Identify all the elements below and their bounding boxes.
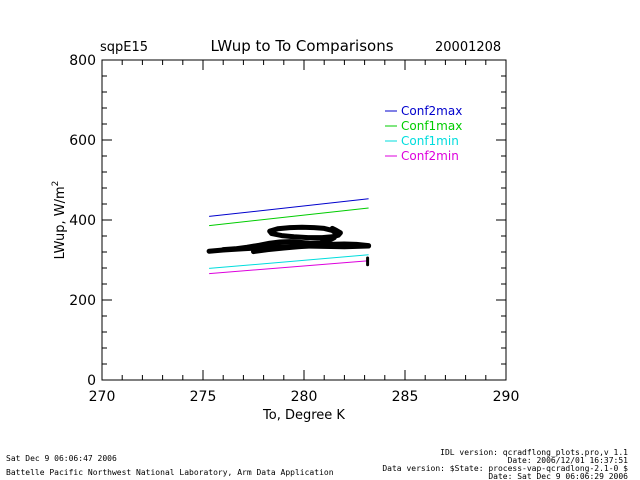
y-tick-label: 800 [69,53,96,69]
footer-timestamp: Sat Dec 9 06:06:47 2006 [6,454,117,463]
y-tick-label: 600 [69,133,96,149]
chart-title: LWup to To Comparisons [210,37,393,55]
observations-group [206,224,372,267]
site-label: sqpE15 [100,40,148,55]
footer-lab: Battelle Pacific Northwest National Labo… [6,468,334,477]
x-tick-label: 280 [291,389,318,405]
x-tick-label: 270 [89,389,116,405]
footer-run-date: Date: Sat Dec 9 06:06:29 2006 [488,472,628,480]
legend-label-conf2min: Conf2min [401,149,459,163]
y-axis-ticks: 0 200 400 600 800 [69,53,506,389]
y-axis-label-text: LWup, W/m [53,186,68,259]
footer-idl-version: IDL version: qcradflong_plots.pro,v 1.1 [440,448,628,457]
series-line-conf1max [209,207,369,227]
x-axis-label: To, Degree K [262,408,345,423]
x-axis-ticks: 270 275 280 285 290 [89,60,520,405]
y-tick-label: 400 [69,213,96,229]
observation-trace-3 [251,241,372,255]
series-line-conf1min [209,254,369,269]
y-axis-label: LWup, W/m2 [51,181,68,260]
legend-label-conf2max: Conf2max [401,104,462,118]
x-tick-label: 275 [190,389,217,405]
x-tick-label: 285 [392,389,419,405]
series-lines [209,198,369,275]
y-tick-label: 0 [87,373,96,389]
date-label: 20001208 [435,40,501,55]
y-tick-label: 200 [69,293,96,309]
y-axis-label-superscript: 2 [51,181,61,187]
observation-trace-2 [220,224,343,253]
x-tick-label: 290 [493,389,520,405]
footer-file-date: Date: 2006/12/01 16:37:51 [508,456,629,465]
footer-data-version: Data version: $State: process-vap-qcradl… [382,464,628,473]
series-line-conf2min [209,260,369,275]
series-line-conf2max [209,198,369,217]
legend-label-conf1max: Conf1max [401,119,462,133]
legend-label-conf1min: Conf1min [401,134,459,148]
